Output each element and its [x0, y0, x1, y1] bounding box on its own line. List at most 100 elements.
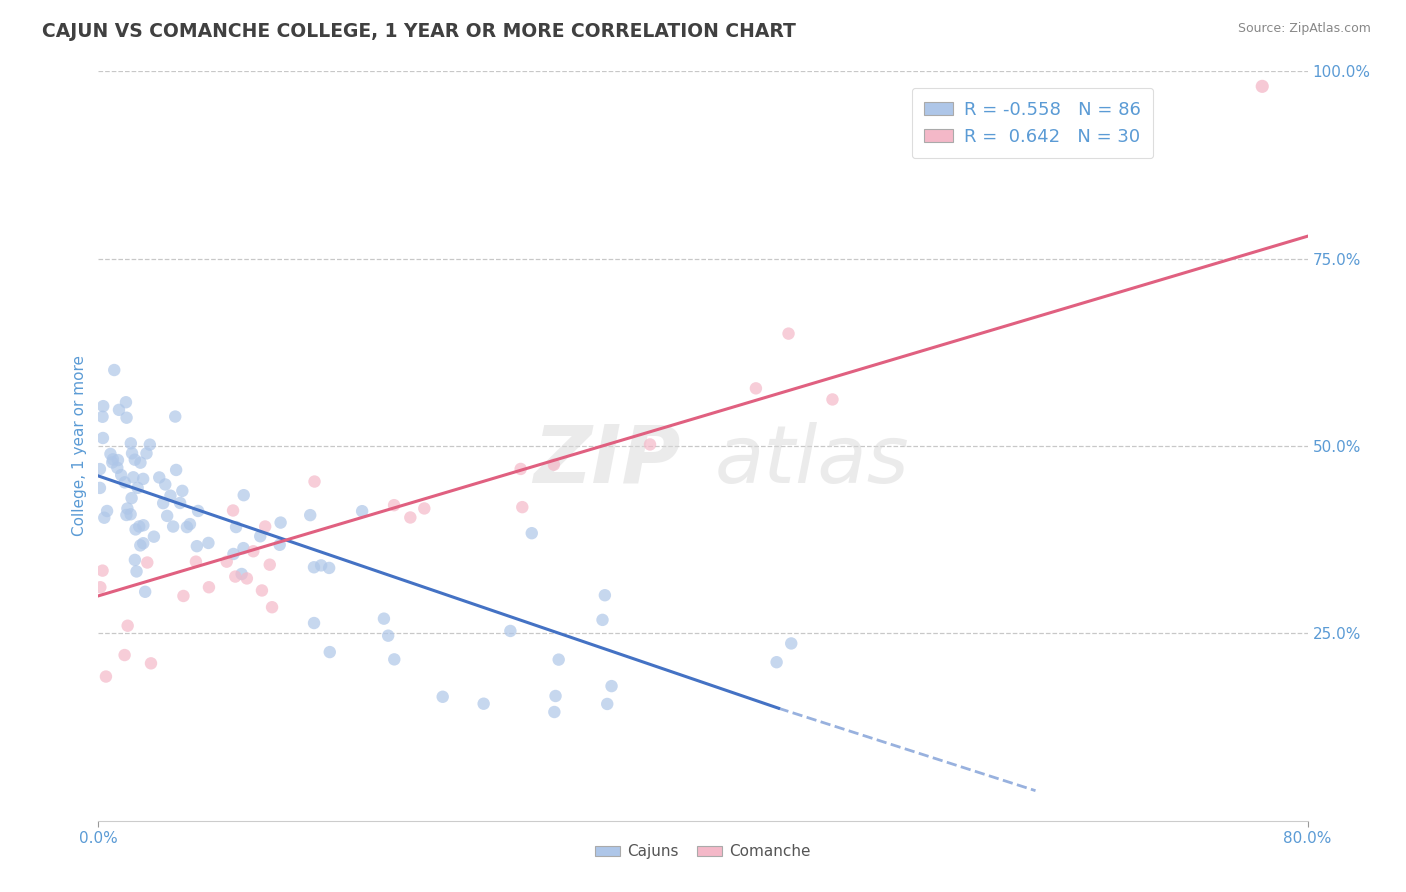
Point [249, 529, 271, 543]
Point [225, 520, 247, 534]
Point [114, 475, 136, 490]
Point [162, 519, 184, 533]
Point [250, 583, 273, 598]
Point [103, 363, 125, 377]
Point [302, 615, 325, 630]
Point [197, 536, 219, 550]
Point [304, 475, 326, 489]
Point [187, 504, 209, 518]
Point [377, 629, 399, 643]
Point [156, 508, 179, 523]
Point [127, 481, 149, 495]
Point [309, 558, 332, 573]
Point [139, 657, 162, 671]
Point [198, 580, 221, 594]
Point [318, 561, 340, 575]
Point [399, 510, 422, 524]
Point [155, 477, 177, 491]
Point [124, 452, 146, 467]
Point [125, 565, 148, 579]
Point [89, 580, 111, 594]
Point [132, 472, 155, 486]
Point [319, 645, 342, 659]
Point [186, 539, 208, 553]
Point [592, 613, 614, 627]
Point [169, 496, 191, 510]
Point [638, 437, 661, 451]
Point [432, 690, 454, 704]
Point [215, 555, 238, 569]
Point [124, 523, 146, 537]
Point [129, 456, 152, 470]
Point [472, 697, 495, 711]
Point [269, 538, 291, 552]
Point [96, 504, 118, 518]
Point [222, 503, 245, 517]
Point [117, 618, 139, 632]
Point [101, 455, 124, 469]
Point [382, 652, 405, 666]
Point [132, 518, 155, 533]
Point [778, 326, 800, 341]
Point [142, 530, 165, 544]
Point [91, 431, 114, 445]
Point [91, 409, 114, 424]
Point [115, 508, 138, 522]
Point [148, 470, 170, 484]
Point [152, 496, 174, 510]
Point [544, 689, 567, 703]
Point [101, 452, 124, 467]
Point [91, 399, 114, 413]
Point [117, 501, 139, 516]
Point [120, 436, 142, 450]
Point [94, 669, 117, 683]
Point [232, 541, 254, 555]
Point [224, 569, 246, 583]
Point [547, 652, 569, 666]
Text: atlas: atlas [714, 422, 910, 500]
Point [139, 437, 162, 451]
Point [510, 500, 533, 515]
Point [270, 516, 292, 530]
Point [100, 447, 122, 461]
Point [302, 560, 325, 574]
Point [179, 517, 201, 532]
Point [543, 458, 565, 472]
Point [108, 402, 131, 417]
Point [122, 470, 145, 484]
Point [172, 589, 194, 603]
Text: Source: ZipAtlas.com: Source: ZipAtlas.com [1237, 22, 1371, 36]
Point [232, 488, 254, 502]
Point [520, 526, 543, 541]
Point [132, 536, 155, 550]
Point [299, 508, 322, 523]
Point [821, 392, 844, 407]
Point [172, 483, 194, 498]
Point [89, 481, 111, 495]
Point [128, 519, 150, 533]
Point [509, 462, 531, 476]
Point [165, 463, 187, 477]
Point [222, 547, 245, 561]
Point [120, 508, 142, 522]
Point [593, 588, 616, 602]
Point [413, 501, 436, 516]
Point [115, 410, 138, 425]
Point [184, 555, 207, 569]
Point [121, 491, 143, 505]
Point [745, 381, 768, 395]
Point [543, 705, 565, 719]
Point [382, 498, 405, 512]
Point [165, 409, 187, 424]
Point [1251, 79, 1274, 94]
Point [105, 460, 128, 475]
Point [236, 571, 259, 585]
Point [89, 462, 111, 476]
Point [91, 564, 114, 578]
Point [242, 544, 264, 558]
Point [110, 468, 132, 483]
Point [596, 697, 619, 711]
Point [373, 612, 395, 626]
Point [352, 504, 374, 518]
Point [115, 395, 138, 409]
